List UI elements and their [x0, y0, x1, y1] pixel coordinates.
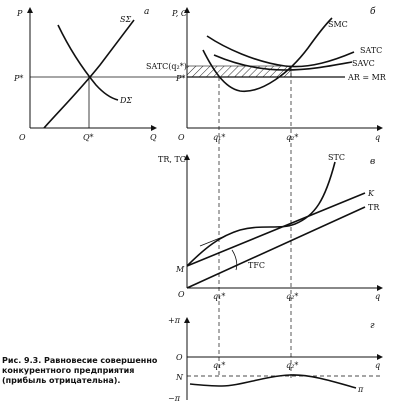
panel-g: +π −π O N q г q₁* q₂* π — [168, 316, 383, 403]
panel-b-satc-label: SATC — [360, 46, 382, 55]
panel-v-x-axis-label: q — [375, 292, 380, 301]
panel-b-q1-label: q₁* — [213, 133, 225, 142]
panel-a-x-axis-label: Q — [150, 133, 157, 142]
panel-g-plus-pi-label: +π — [168, 316, 181, 325]
panel-b-smc-curve — [202, 17, 333, 92]
panel-v-k-line — [186, 192, 366, 267]
panel-b-ar-mr-label: AR = MR — [347, 73, 387, 82]
panel-v-tfc-label: TFC — [248, 261, 265, 270]
panel-b-q2-label: q₂* — [286, 133, 298, 142]
panel-v-tr-line — [186, 206, 366, 289]
panel-b-satc-q2-label: SATC(q₂*) — [146, 62, 187, 71]
panel-v-m-label: M — [175, 265, 185, 274]
panel-b-letter: б — [370, 6, 376, 17]
panel-b-p-star-label: P* — [175, 74, 185, 83]
panel-a-p-star-label: P* — [13, 74, 23, 83]
panel-a-supply-label: SΣ — [120, 15, 131, 24]
panel-g-q1-label: q₁* — [213, 361, 225, 370]
panel-a-q-star-label: Q* — [83, 133, 94, 142]
panel-a: P Q O а P* Q* SΣ DΣ — [13, 7, 185, 142]
panel-b-savc-label: SAVC — [352, 59, 375, 68]
panel-a-origin: O — [19, 133, 26, 142]
panel-v-y-axis-label: TR, TC — [158, 155, 186, 164]
panel-v-tr-label: TR — [368, 203, 380, 212]
panel-v-k-label: K — [367, 189, 375, 198]
panel-b-origin: O — [178, 133, 185, 142]
panel-g-n-label: N — [175, 373, 184, 382]
panel-a-y-axis-label: P — [16, 9, 23, 18]
panel-g-minus-pi-label: −π — [168, 394, 181, 403]
panel-v-letter: в — [370, 157, 375, 167]
panel-g-profit-curve — [189, 374, 357, 389]
panel-v-tangent-q1 — [199, 229, 241, 247]
panel-b: P, C q O б SATC(q₂*) P* SMC SATC SAVC AR… — [146, 6, 387, 142]
panel-g-pi-label: π — [357, 385, 364, 394]
panel-a-supply-curve — [43, 19, 135, 129]
panel-g-letter: г — [370, 321, 375, 331]
panel-v-origin: O — [178, 290, 185, 299]
panel-b-satc-curve — [206, 35, 355, 68]
panel-g-x-axis-label: q — [375, 361, 380, 370]
panel-a-demand-curve — [57, 24, 119, 101]
panel-a-demand-label: DΣ — [119, 96, 132, 105]
panel-a-letter: а — [144, 7, 149, 17]
panel-v: TR, TC q O в M STC K TR TFC q₁* q₂* — [158, 153, 383, 301]
figure-caption: Рис. 9.3. Равновесие совершенно конкурен… — [2, 356, 158, 385]
panel-b-smc-label: SMC — [328, 20, 348, 29]
panel-b-loss-area — [186, 65, 292, 78]
panel-v-q2-label: q₂* — [286, 292, 298, 301]
panel-v-q1-label: q₁* — [213, 292, 225, 301]
panel-g-origin: O — [176, 353, 183, 362]
panel-v-tfc-bracket — [231, 249, 238, 271]
panel-v-stc-label: STC — [328, 153, 345, 162]
panel-b-y-axis-label: P, C — [171, 9, 187, 18]
panel-v-stc-curve — [186, 161, 336, 267]
panel-b-savc-curve — [213, 54, 353, 71]
panel-b-x-axis-label: q — [375, 133, 380, 142]
panel-g-q2-label: q₂* — [286, 361, 298, 370]
